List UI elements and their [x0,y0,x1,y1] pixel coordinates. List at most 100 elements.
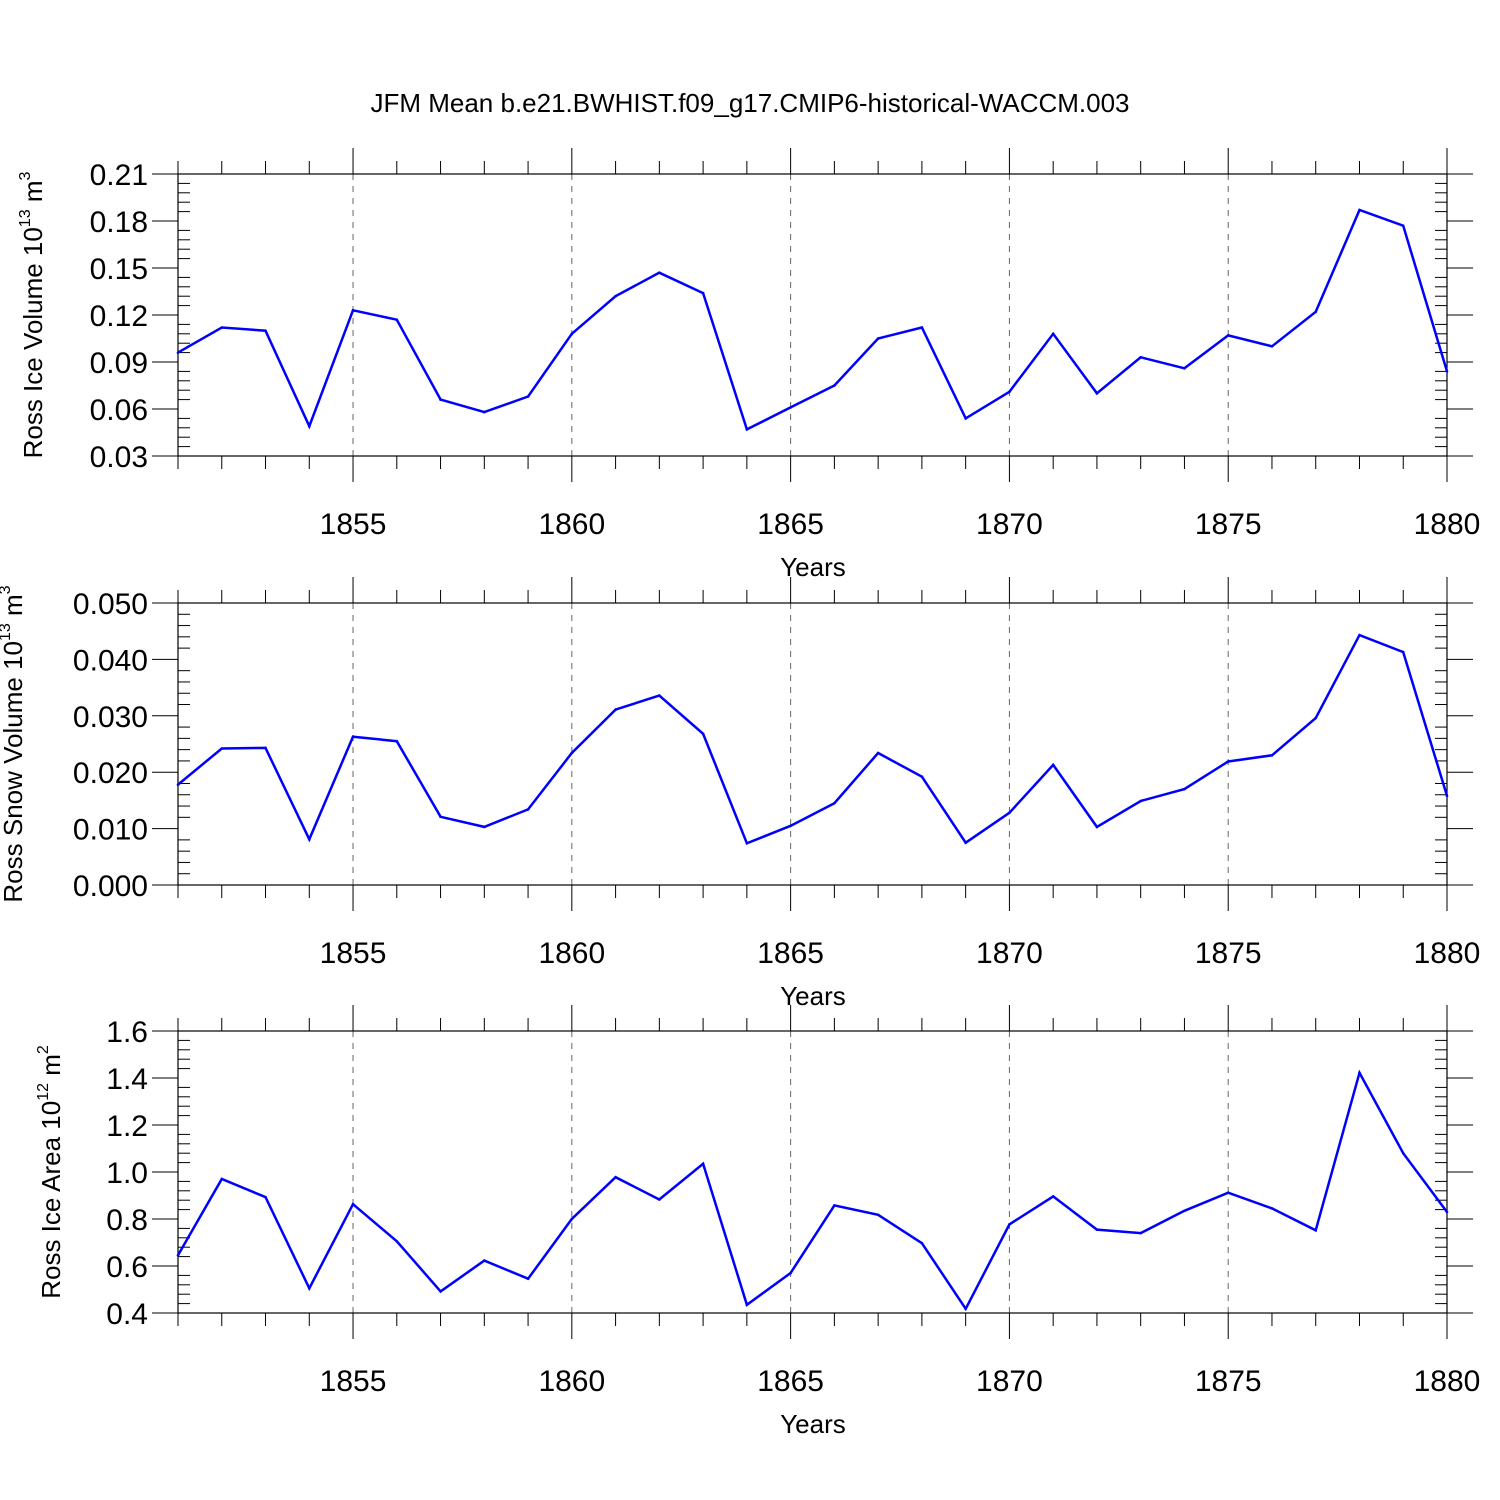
data-point [701,1162,705,1166]
data-point [1226,334,1230,337]
data-point [789,406,792,409]
data-point [351,1202,355,1206]
data-point [220,326,224,329]
x-tick-label: 1860 [538,508,605,541]
data-point [1183,1209,1186,1213]
data-point [1270,753,1274,757]
data-point [570,751,574,755]
data-point [264,1195,267,1199]
data-point [526,808,530,811]
x-tick-label: 1880 [1414,508,1481,541]
data-point [483,410,486,414]
y-tick-label: 0.040 [73,644,148,677]
data-point [176,1253,180,1257]
y-tick-label: 1.2 [106,1110,148,1143]
plot-frame [177,173,1448,457]
data-point [1183,366,1186,370]
data-point [1358,208,1361,212]
data-point [876,751,880,755]
data-point [1226,1191,1230,1194]
x-tick-label: 1865 [757,1365,824,1398]
y-tick-label: 0.6 [106,1251,148,1284]
data-point [1401,1151,1405,1155]
data-point [1095,1228,1099,1231]
y-tick-label: 0.4 [106,1298,148,1331]
y-tick-label: 0.010 [73,814,148,847]
x-tick-label: 1875 [1195,937,1262,970]
x-tick-label: 1855 [320,937,387,970]
data-point [176,783,180,786]
data-point [220,747,224,750]
y-tick-label: 0.12 [90,300,148,333]
y-axis-label: Ross Snow Volume 1013 m3 [0,585,28,902]
data-point [1270,1207,1274,1210]
data-point [1358,633,1361,637]
x-axis-label: Years [780,1409,846,1439]
chart-panel-1: 0.03 0.06 0.09 0.12 0.15 0.18 0.21 1855 1860 1865… [17,148,1480,582]
data-point [483,825,486,829]
data-point [658,271,661,275]
data-point [439,815,442,819]
y-tick-label: 0.03 [90,441,148,474]
data-point [833,1204,836,1207]
x-tick-label: 1870 [976,508,1043,541]
data-point [1314,716,1318,720]
data-point [614,294,617,298]
data-point [439,398,442,401]
data-point [395,739,399,743]
x-tick-label: 1855 [320,1365,387,1398]
data-point [1139,799,1142,803]
data-point [351,309,355,312]
x-axis-label: Years [780,981,846,1011]
y-tick-label: 1.6 [106,1016,148,1049]
data-point [1314,1228,1318,1232]
data-point [1095,825,1099,829]
data-point [964,1307,967,1311]
x-axis-label: Years [780,552,846,582]
data-line [176,1069,1449,1312]
data-point [1445,794,1449,798]
x-tick-label: 1880 [1414,937,1481,970]
data-point [658,694,661,697]
data-point [1139,1231,1142,1235]
x-tick-label: 1860 [538,1365,605,1398]
plot-frame [177,1030,1448,1314]
data-point [833,384,836,387]
x-tick-label: 1875 [1195,508,1262,541]
x-tick-label: 1855 [320,508,387,541]
y-axis-label: Ross Ice Volume 1013 m3 [17,171,48,458]
data-point [701,732,705,736]
data-point [1445,1210,1449,1214]
data-point [1008,390,1011,394]
data-point [1008,811,1011,815]
x-tick-label: 1870 [976,1365,1043,1398]
y-tick-label: 0.050 [73,588,148,621]
x-tick-label: 1860 [538,937,605,970]
y-tick-label: 0.8 [106,1204,148,1237]
data-point [395,1240,399,1243]
data-point [1314,310,1318,314]
data-point [176,351,180,354]
data-point [1051,763,1055,767]
data-point [307,424,311,428]
data-point [570,332,574,336]
data-point [570,1217,574,1221]
x-tick-label: 1880 [1414,1365,1481,1398]
y-tick-label: 1.4 [106,1063,148,1096]
data-point [264,329,267,332]
x-tick-label: 1865 [757,508,824,541]
data-point [1051,1195,1055,1198]
data-point [439,1290,442,1293]
x-tick-label: 1870 [976,937,1043,970]
data-point [1358,1071,1361,1075]
data-point [964,417,967,420]
chart-panel-3: 0.4 0.6 0.8 1.0 1.2 1.4 1.6 1855 1860 1865 1870 187… [35,1005,1480,1439]
data-point [1008,1223,1011,1226]
y-tick-label: 0.21 [90,159,148,192]
data-point [658,1198,661,1201]
data-point [483,1259,486,1262]
data-point [789,1271,792,1275]
data-point [395,318,399,322]
plot-frame [177,602,1448,886]
data-point [1270,345,1274,348]
